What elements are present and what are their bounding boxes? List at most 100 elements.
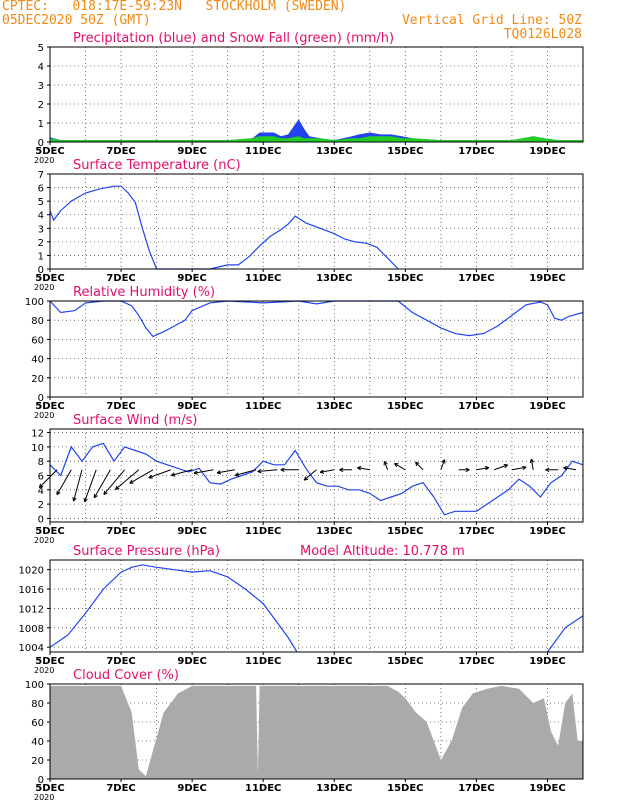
y-tick-label: 5: [38, 43, 44, 54]
wind-arrow: [38, 469, 58, 488]
y-tick-label: 60: [31, 335, 44, 346]
y-tick-label: 1004: [19, 643, 44, 654]
x-tick-label: 17DEC: [458, 526, 494, 537]
wind-arrow-head: [170, 472, 176, 477]
y-tick-label: 80: [31, 699, 44, 710]
y-tick-label: 3: [38, 81, 44, 92]
wind-arrow: [84, 469, 97, 503]
panel-title: Cloud Cover (%): [73, 668, 179, 683]
wind-arrow: [357, 467, 370, 471]
panel-frame: [49, 428, 584, 523]
wind-arrow-head: [257, 469, 262, 474]
panel-frame: [49, 683, 584, 780]
x-tick-label: 5DEC: [35, 146, 64, 157]
x-tick-label: 17DEC: [458, 146, 494, 157]
y-tick-label: 0: [38, 775, 44, 786]
series-line: [49, 185, 399, 270]
panel-title: Relative Humidity (%): [73, 285, 215, 300]
y-tick-label: 5: [38, 197, 44, 208]
wind-arrow-head: [129, 479, 134, 484]
y-tick-label: 0: [38, 514, 44, 525]
x-tick-label: 15DEC: [387, 783, 423, 794]
x-tick-label: 17DEC: [458, 401, 494, 412]
wind-arrow: [563, 467, 576, 471]
wind-arrow-head: [383, 460, 388, 466]
wind-arrow: [56, 469, 72, 495]
wind-arrow-head: [193, 470, 198, 475]
panel-annotation: Model Altitude: 10.778 m: [300, 544, 465, 559]
header-run-time: 05DEC2020 50Z (GMT): [2, 13, 151, 28]
header-location: CPTEC: 018:17E-59:23N STOCKHOLM (SWEDEN): [2, 0, 347, 14]
wind-arrow-head: [465, 467, 470, 472]
y-tick-label: 2: [38, 238, 44, 249]
x-tick-label: 11DEC: [245, 783, 281, 794]
wind-arrow: [394, 463, 406, 471]
panel-frame: [49, 173, 584, 270]
wind-arrow: [193, 469, 214, 474]
wind-arrow: [476, 467, 489, 471]
wind-arrow-head: [394, 462, 399, 468]
panel-title: Surface Pressure (hPa): [73, 544, 220, 559]
y-tick-label: 1: [38, 119, 44, 130]
wind-arrow-head: [72, 497, 77, 502]
wind-arrow: [93, 469, 111, 499]
y-tick-label: 40: [31, 737, 44, 748]
wind-arrow: [511, 466, 527, 471]
x-tick-label: 19DEC: [529, 146, 565, 157]
x-tick-label: 15DEC: [387, 401, 423, 412]
wind-arrow-head: [529, 458, 535, 464]
x-tick-label: 5DEC: [35, 656, 64, 667]
x-tick-label: 15DEC: [387, 526, 423, 537]
panel-title: Surface Temperature (nC): [73, 158, 241, 173]
y-tick-label: 20: [31, 756, 44, 767]
wind-arrow-head: [339, 467, 344, 472]
x-tick-label: 19DEC: [529, 401, 565, 412]
x-tick-label: 19DEC: [529, 783, 565, 794]
panel-frame: [49, 300, 584, 398]
wind-arrow: [103, 469, 126, 495]
y-tick-label: 12: [31, 429, 44, 440]
y-tick-label: 60: [31, 718, 44, 729]
wind-arrow: [415, 461, 424, 471]
x-tick-label: 19DEC: [529, 526, 565, 537]
x-tick-label: 7DEC: [106, 783, 135, 794]
y-tick-label: 1020: [19, 566, 44, 577]
panel-title: Precipitation (blue) and Snow Fall (gree…: [73, 31, 394, 46]
y-tick-label: 40: [31, 355, 44, 366]
wind-arrow-head: [93, 493, 98, 499]
y-tick-label: 1008: [19, 624, 44, 635]
wind-arrow: [493, 464, 508, 471]
x-tick-label: 9DEC: [177, 656, 206, 667]
x-tick-label: 17DEC: [458, 273, 494, 284]
x-tick-label: 5DEC: [35, 273, 64, 284]
wind-arrow: [530, 459, 534, 470]
x-tick-label: 5DEC: [35, 783, 64, 794]
wind-arrow-head: [441, 459, 446, 464]
x-tick-label: 13DEC: [316, 783, 352, 794]
x-tick-label: 9DEC: [177, 146, 206, 157]
wind-arrow: [440, 459, 446, 470]
wind-arrow-head: [83, 497, 88, 503]
y-tick-label: 0: [38, 138, 44, 149]
wind-arrow-head: [280, 467, 285, 472]
wind-arrow-head: [103, 490, 108, 496]
x-tick-label: 7DEC: [106, 273, 135, 284]
wind-arrow-head: [114, 485, 120, 490]
x-tick-label: 9DEC: [177, 401, 206, 412]
wind-arrow-head: [56, 490, 61, 496]
x-tick-label: 13DEC: [316, 526, 352, 537]
wind-arrow-head: [216, 470, 222, 475]
y-tick-label: 3: [38, 224, 44, 235]
wind-arrow-head: [414, 461, 420, 467]
wind-arrow-head: [234, 472, 240, 477]
wind-arrow-head: [484, 466, 490, 471]
panel-title: Surface Wind (m/s): [73, 413, 197, 428]
x-tick-label: 13DEC: [316, 146, 352, 157]
wind-arrow: [129, 469, 154, 484]
series-line: [49, 442, 584, 516]
wind-arrow-head: [522, 465, 527, 471]
y-tick-label: 100: [25, 680, 44, 691]
x-tick-label: 11DEC: [245, 273, 281, 284]
y-tick-label: 20: [31, 374, 44, 385]
